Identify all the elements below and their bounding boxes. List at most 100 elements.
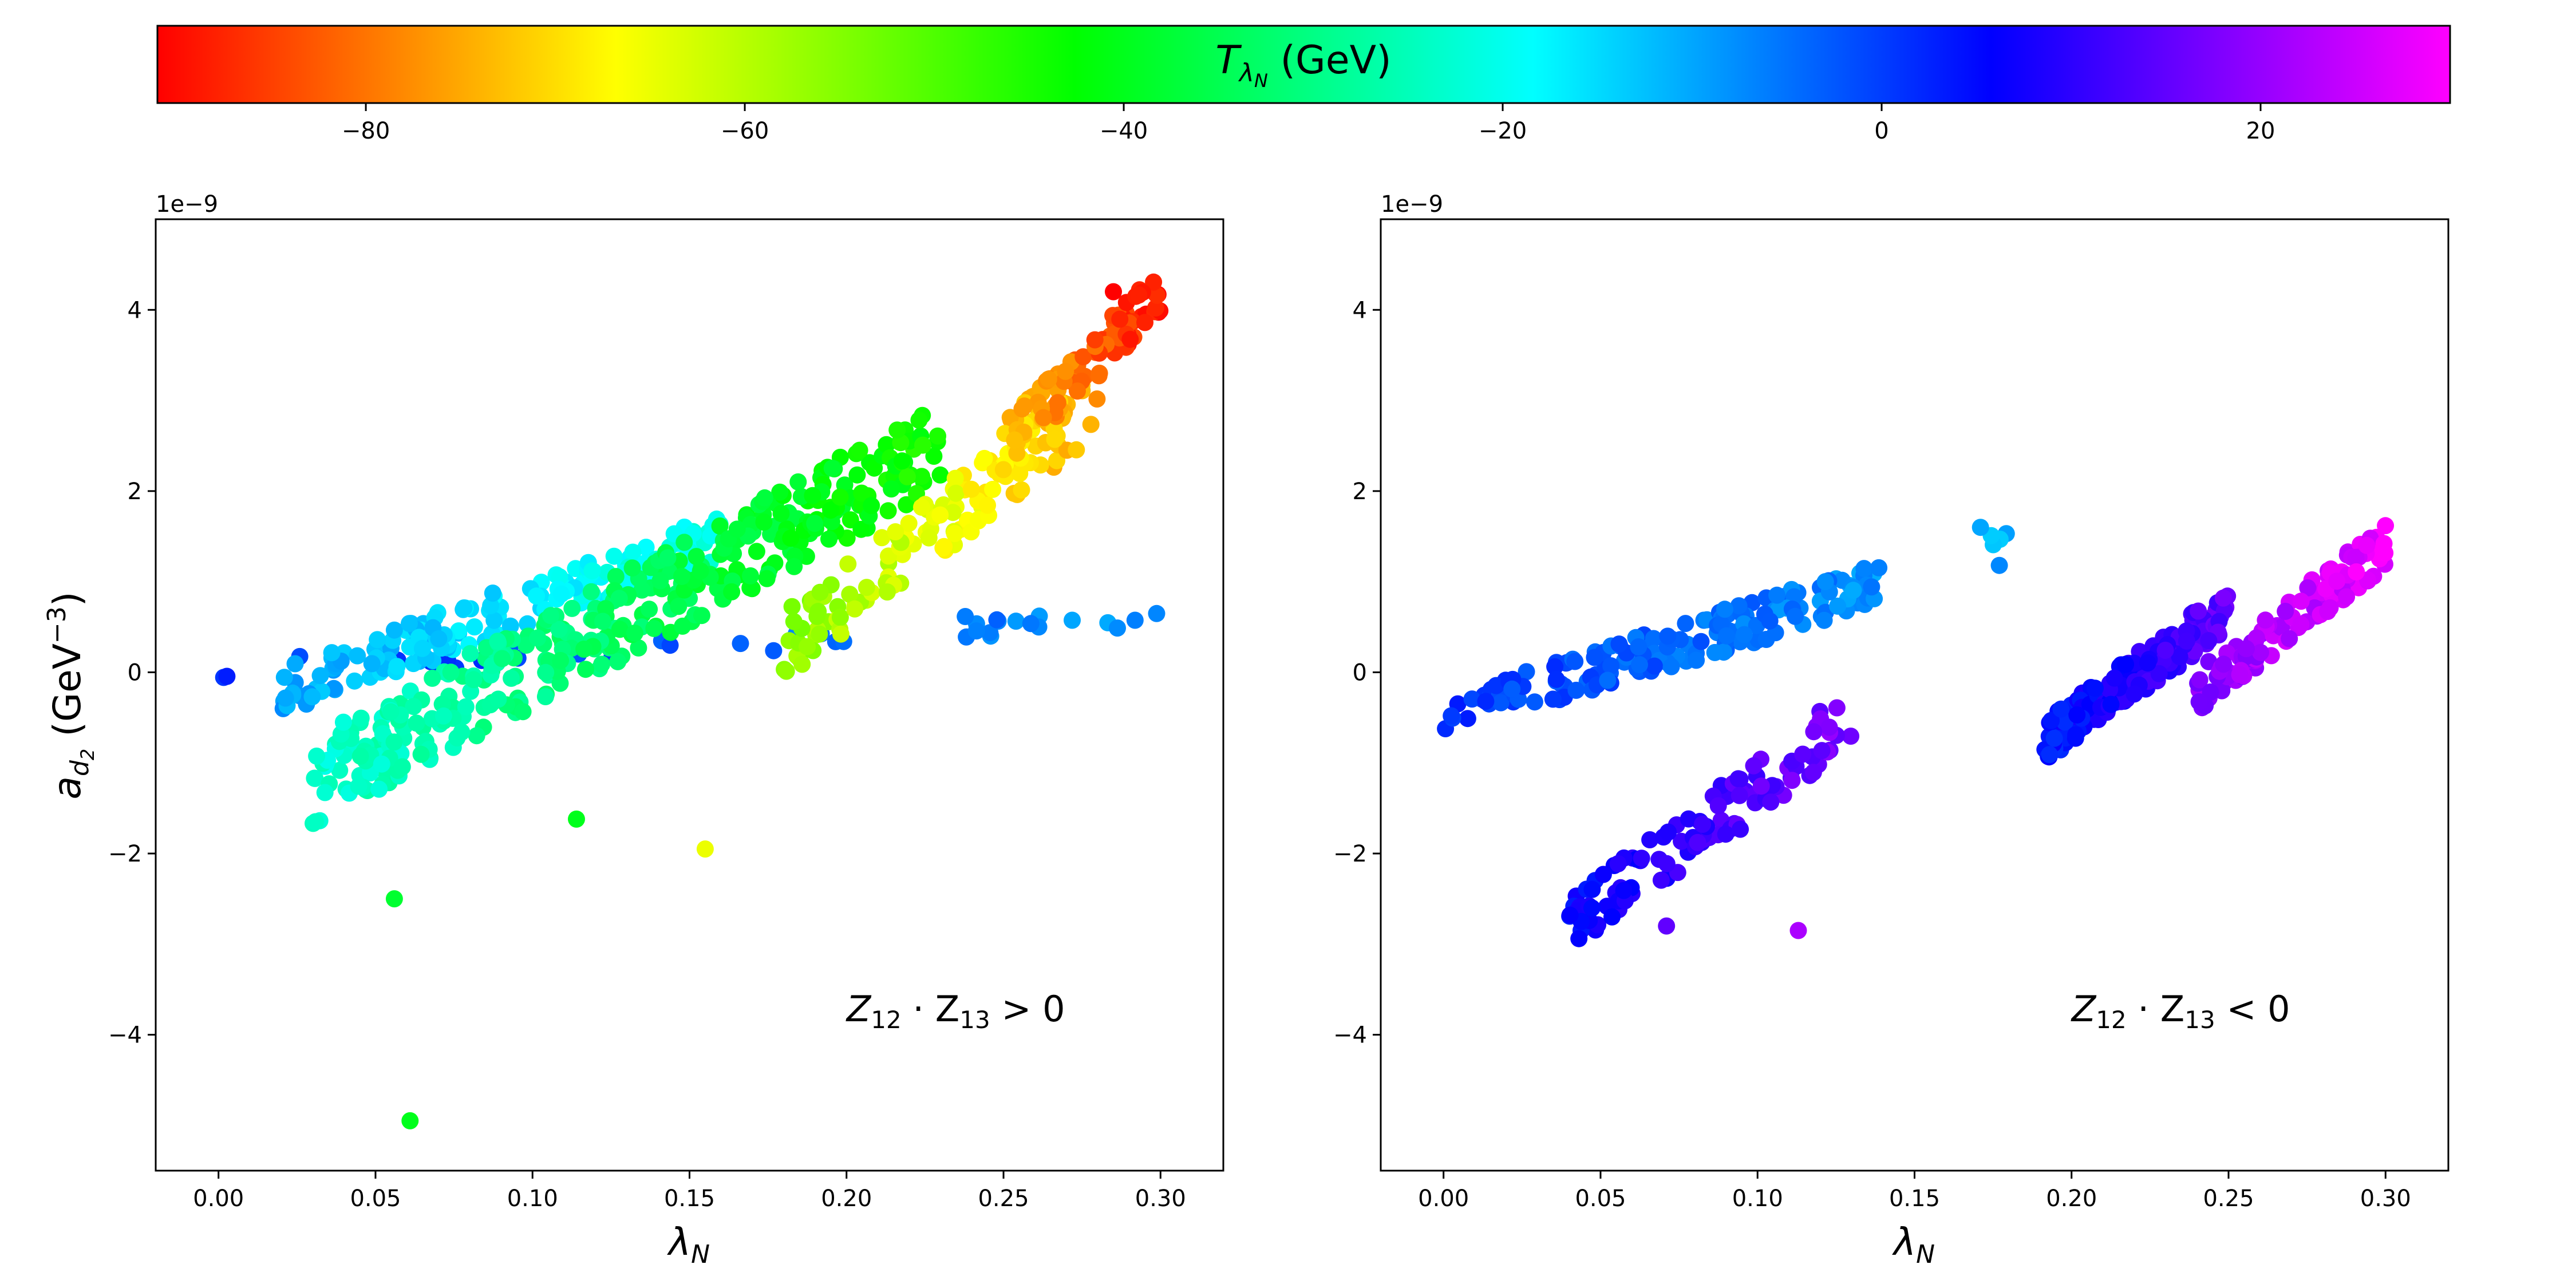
- data-point: [692, 562, 709, 580]
- data-point: [914, 436, 931, 454]
- annotation-left: Z12 · Z13 > 0: [846, 988, 1065, 1034]
- data-point: [276, 689, 294, 707]
- data-point: [1689, 833, 1706, 851]
- data-point: [2257, 611, 2274, 629]
- data-point: [2105, 669, 2123, 687]
- data-point: [967, 622, 985, 640]
- data-point: [623, 559, 641, 577]
- data-point: [1443, 707, 1460, 725]
- data-point: [583, 562, 601, 580]
- data-point: [645, 619, 663, 637]
- data-point: [323, 644, 341, 662]
- x-tick-label: 0.15: [1889, 1186, 1940, 1212]
- data-point: [493, 650, 511, 667]
- data-point: [1783, 772, 1801, 789]
- data-point: [2052, 700, 2070, 718]
- data-point: [1546, 658, 1564, 675]
- colorbar-label: TλN (GeV): [1215, 38, 1391, 92]
- data-point: [468, 727, 485, 745]
- data-point: [1022, 615, 1040, 633]
- data-point: [1680, 810, 1697, 828]
- data-point: [529, 629, 547, 647]
- data-point: [2214, 589, 2232, 607]
- data-point: [822, 501, 840, 519]
- data-point: [866, 459, 883, 477]
- data-point: [898, 468, 916, 485]
- data-point: [1658, 917, 1676, 935]
- data-point: [369, 631, 386, 649]
- data-point: [453, 723, 471, 741]
- data-point: [610, 590, 628, 607]
- points-right: [1437, 517, 2395, 947]
- data-point: [2068, 706, 2086, 724]
- x-tick-label: 0.30: [2360, 1186, 2411, 1212]
- data-point: [503, 669, 520, 687]
- data-point: [1815, 611, 1833, 629]
- data-point: [550, 621, 568, 638]
- data-point: [2117, 655, 2135, 673]
- data-point: [1049, 394, 1066, 412]
- data-point: [1544, 690, 1562, 708]
- data-point: [641, 600, 658, 618]
- data-point: [806, 515, 824, 532]
- data-point: [331, 761, 349, 779]
- data-point: [514, 703, 532, 721]
- data-point: [1631, 656, 1648, 674]
- data-point: [873, 529, 891, 547]
- data-point: [2156, 642, 2174, 659]
- data-point: [852, 520, 870, 538]
- data-point: [1570, 930, 1588, 947]
- data-point: [1586, 649, 1603, 666]
- data-point: [594, 613, 611, 630]
- data-point: [673, 568, 690, 585]
- data-point: [839, 555, 857, 573]
- data-point: [946, 525, 963, 542]
- y-ticks-left: −4 −2 0 2 4: [108, 297, 156, 1049]
- data-point: [575, 641, 593, 658]
- data-point: [1694, 816, 1711, 833]
- data-point: [988, 611, 1006, 629]
- y-tick-label: 4: [128, 297, 142, 323]
- data-point: [1090, 367, 1108, 385]
- data-point: [2139, 654, 2156, 672]
- data-point: [2277, 603, 2294, 620]
- data-point: [1583, 899, 1601, 917]
- data-point: [401, 1112, 419, 1129]
- data-point: [1459, 710, 1476, 728]
- data-point: [582, 583, 600, 600]
- data-point: [306, 769, 324, 787]
- data-point: [412, 745, 430, 763]
- x-tick-label: 0.25: [2203, 1186, 2254, 1212]
- data-point: [370, 780, 388, 798]
- data-point: [351, 748, 369, 765]
- data-point: [1121, 330, 1139, 348]
- data-point: [542, 607, 560, 625]
- data-point: [434, 707, 452, 725]
- data-point: [611, 621, 629, 638]
- data-point: [1064, 611, 1081, 629]
- data-point: [1855, 560, 1873, 578]
- data-point: [661, 637, 679, 654]
- data-point: [1602, 657, 1620, 675]
- data-point: [568, 810, 585, 828]
- data-point: [1074, 348, 1092, 366]
- data-point: [674, 617, 692, 635]
- data-point: [1718, 627, 1736, 645]
- data-point: [461, 645, 479, 662]
- data-point: [1463, 690, 1481, 708]
- data-point: [2041, 746, 2059, 764]
- data-point: [1109, 619, 1126, 637]
- data-point: [1126, 611, 1144, 629]
- data-point: [765, 642, 783, 659]
- data-point: [1630, 638, 1647, 655]
- data-point: [1716, 600, 1733, 618]
- data-point: [1971, 519, 1989, 536]
- panel-right: 0.00 0.05 0.10 0.15 0.20 0.25 0.30 −4 −2 0 2 4 1e−…: [1333, 191, 2449, 1269]
- data-point: [346, 672, 364, 690]
- data-point: [931, 466, 949, 484]
- data-point: [308, 747, 326, 765]
- data-point: [2377, 517, 2395, 535]
- x-tick-label: 0.15: [664, 1186, 715, 1212]
- data-point: [1068, 441, 1085, 459]
- data-point: [1008, 444, 1026, 462]
